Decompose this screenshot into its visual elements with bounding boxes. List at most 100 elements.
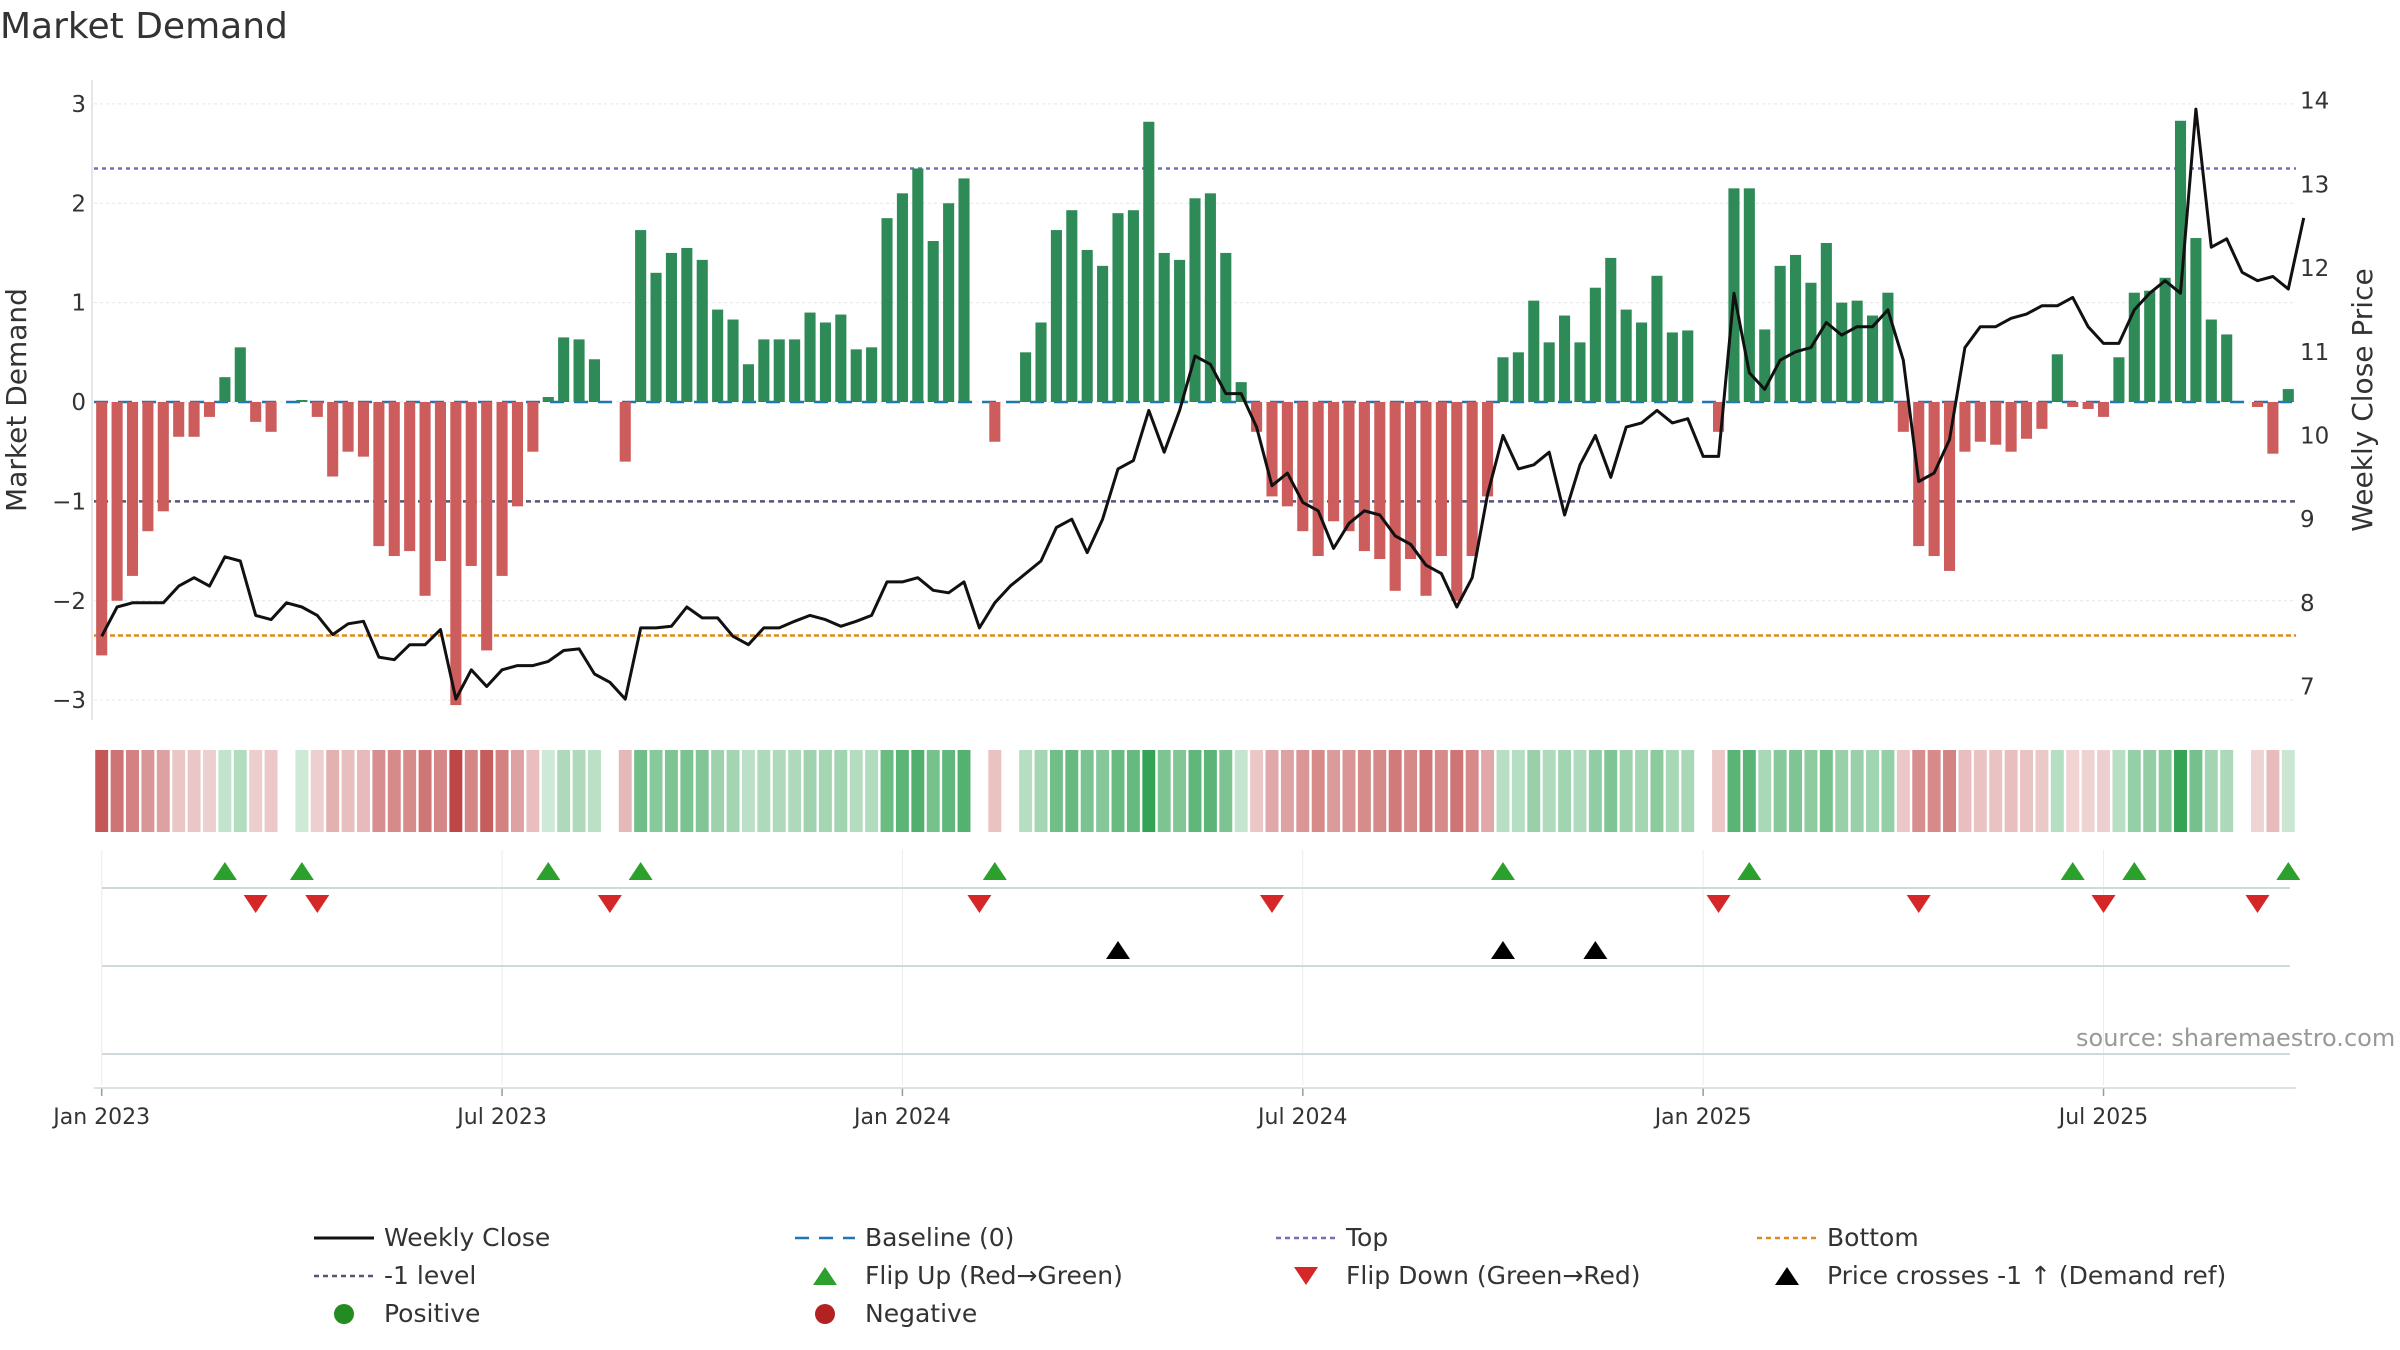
demand-bar <box>1743 188 1755 402</box>
legend-swatch <box>813 1267 837 1285</box>
heat-cell <box>1712 750 1726 832</box>
demand-bar <box>1774 265 1786 402</box>
y-axis-label-right: Weekly Close Price <box>2346 268 2379 531</box>
heat-cell <box>1188 750 1202 832</box>
demand-bar <box>650 272 662 402</box>
y-tick-label-left: 3 <box>71 92 86 118</box>
heat-cell <box>2035 750 2049 832</box>
heat-cell <box>1373 750 1387 832</box>
demand-bar <box>958 178 970 402</box>
demand-bar <box>943 203 955 402</box>
demand-bar <box>1374 402 1386 560</box>
demand-bar <box>1651 275 1663 402</box>
demand-bar <box>1451 402 1463 601</box>
heat-cell <box>218 750 232 832</box>
demand-bar <box>665 252 677 402</box>
heat-cell <box>1835 750 1849 832</box>
demand-bar <box>1543 342 1555 402</box>
y-tick-label-right: 13 <box>2300 172 2329 198</box>
demand-bar <box>1035 322 1047 402</box>
demand-bar <box>342 402 354 452</box>
heat-cell <box>1758 750 1772 832</box>
demand-bar <box>126 402 139 576</box>
demand-bar <box>881 218 893 402</box>
demand-bar <box>111 402 123 601</box>
heat-cell <box>1296 750 1310 832</box>
heat-cell <box>2251 750 2264 832</box>
legend-label: Positive <box>384 1299 480 1328</box>
legend: Weekly Close Baseline (0) Top Bottom -1 leve… <box>314 1223 2226 1328</box>
demand-bar <box>1281 402 1293 507</box>
demand-bar <box>542 397 554 402</box>
demand-bar <box>2020 402 2033 439</box>
legend-label: Flip Up (Red→Green) <box>865 1261 1123 1290</box>
y-tick-label-left: 1 <box>71 291 86 317</box>
heat-cell <box>203 750 216 832</box>
heat-cell <box>1142 750 1156 832</box>
heat-cell <box>1357 750 1371 832</box>
heat-cell <box>880 750 894 832</box>
heat-cell <box>326 750 340 832</box>
demand-bar <box>819 322 831 402</box>
heat-cell <box>711 750 725 832</box>
demand-bar <box>635 230 647 402</box>
price-cross-marker <box>1490 941 1515 959</box>
y-tick-label-right: 10 <box>2300 423 2329 449</box>
heat-cell <box>310 750 324 832</box>
y-tick-label-right: 7 <box>2300 675 2315 701</box>
legend-swatch <box>815 1304 835 1324</box>
heat-cell <box>680 750 694 832</box>
flip-down-marker <box>597 895 622 913</box>
heat-cell <box>865 750 879 832</box>
flip-up-marker <box>536 862 561 880</box>
heat-cell <box>1203 750 1217 832</box>
heat-cell <box>1126 750 1140 832</box>
demand-bar <box>465 402 477 566</box>
demand-bar <box>1097 265 1109 402</box>
heat-cell <box>1681 750 1695 832</box>
demand-bar <box>1312 402 1324 557</box>
legend-label: Baseline (0) <box>865 1223 1014 1252</box>
flip-up-marker <box>1737 862 1762 880</box>
heat-cell <box>1450 750 1464 832</box>
demand-bar <box>896 193 908 402</box>
heat-cell <box>649 750 663 832</box>
heat-cell <box>1434 750 1448 832</box>
heat-cell <box>1157 750 1171 832</box>
demand-bar <box>1636 322 1648 402</box>
demand-bar <box>1882 292 1894 402</box>
demand-bar <box>773 339 785 402</box>
demand-bar <box>527 402 539 452</box>
demand-bar <box>1112 213 1124 402</box>
demand-bar <box>2005 402 2017 452</box>
heat-cell <box>1496 750 1510 832</box>
x-tick-label: Jan 2024 <box>852 1105 951 1130</box>
flip-down-marker <box>967 895 992 913</box>
demand-bar <box>835 314 847 402</box>
heat-cell <box>1866 750 1880 832</box>
heat-cell <box>1789 750 1803 832</box>
y-tick-label-right: 12 <box>2300 256 2329 282</box>
demand-bar <box>2067 402 2079 407</box>
demand-bar <box>173 402 185 437</box>
demand-bar <box>2144 290 2156 402</box>
demand-bar <box>1435 402 1447 557</box>
demand-bar <box>558 337 570 402</box>
heat-cell <box>1527 750 1541 832</box>
x-tick-label: Jan 2023 <box>51 1105 150 1130</box>
source-watermark: source: sharemaestro.com <box>2076 1024 2396 1052</box>
heat-cell <box>788 750 802 832</box>
flip-up-marker <box>289 862 314 880</box>
demand-bar <box>219 377 231 402</box>
flip-up-marker <box>212 862 237 880</box>
y-tick-label-right: 14 <box>2300 89 2329 115</box>
heat-cell <box>772 750 786 832</box>
demand-bar <box>1605 257 1617 402</box>
legend-swatch <box>1294 1267 1318 1285</box>
heat-cell <box>587 750 601 832</box>
demand-bar <box>357 402 370 457</box>
demand-bar <box>419 402 431 596</box>
demand-bar <box>1220 252 1232 402</box>
heat-cell <box>264 750 278 832</box>
demand-bar <box>1158 252 1170 402</box>
